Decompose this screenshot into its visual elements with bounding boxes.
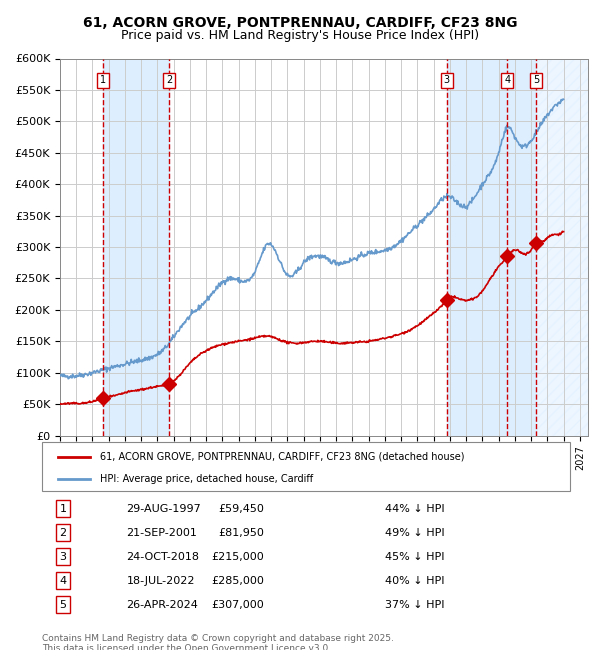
Text: 44% ↓ HPI: 44% ↓ HPI	[385, 504, 445, 514]
Text: 61, ACORN GROVE, PONTPRENNAU, CARDIFF, CF23 8NG (detached house): 61, ACORN GROVE, PONTPRENNAU, CARDIFF, C…	[100, 452, 464, 461]
Text: 49% ↓ HPI: 49% ↓ HPI	[385, 528, 445, 538]
Bar	[103, 58, 169, 436]
Text: £307,000: £307,000	[211, 600, 264, 610]
Text: HPI: Average price, detached house, Cardiff: HPI: Average price, detached house, Card…	[100, 474, 313, 484]
Bar	[508, 58, 536, 436]
Text: 5: 5	[59, 600, 67, 610]
Text: 4: 4	[59, 576, 67, 586]
Text: 45% ↓ HPI: 45% ↓ HPI	[385, 552, 445, 562]
Text: Contains HM Land Registry data © Crown copyright and database right 2025.
This d: Contains HM Land Registry data © Crown c…	[42, 634, 394, 650]
Text: 37% ↓ HPI: 37% ↓ HPI	[385, 600, 445, 610]
Text: 18-JUL-2022: 18-JUL-2022	[127, 576, 195, 586]
Text: 4: 4	[505, 75, 511, 86]
FancyBboxPatch shape	[42, 442, 570, 491]
Text: 21-SEP-2001: 21-SEP-2001	[127, 528, 197, 538]
Text: 2: 2	[59, 528, 67, 538]
Text: 40% ↓ HPI: 40% ↓ HPI	[385, 576, 445, 586]
Text: £215,000: £215,000	[211, 552, 264, 562]
Text: £285,000: £285,000	[211, 576, 264, 586]
Text: 29-AUG-1997: 29-AUG-1997	[127, 504, 201, 514]
Text: £81,950: £81,950	[218, 528, 264, 538]
Text: 5: 5	[533, 75, 539, 86]
Text: 1: 1	[59, 504, 67, 514]
Text: Price paid vs. HM Land Registry's House Price Index (HPI): Price paid vs. HM Land Registry's House …	[121, 29, 479, 42]
Bar	[447, 58, 508, 436]
Text: 26-APR-2024: 26-APR-2024	[127, 600, 199, 610]
Text: 2: 2	[166, 75, 172, 86]
Text: 3: 3	[59, 552, 67, 562]
Text: 61, ACORN GROVE, PONTPRENNAU, CARDIFF, CF23 8NG: 61, ACORN GROVE, PONTPRENNAU, CARDIFF, C…	[83, 16, 517, 31]
Text: 3: 3	[444, 75, 450, 86]
Text: £59,450: £59,450	[218, 504, 264, 514]
Text: 24-OCT-2018: 24-OCT-2018	[127, 552, 199, 562]
Text: 1: 1	[100, 75, 106, 86]
Bar	[536, 58, 588, 436]
